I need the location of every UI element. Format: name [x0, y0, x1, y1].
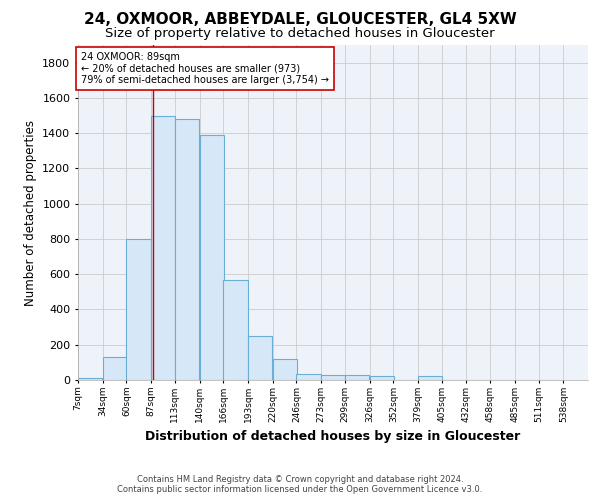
- X-axis label: Distribution of detached houses by size in Gloucester: Distribution of detached houses by size …: [145, 430, 521, 444]
- Bar: [103, 357, 127, 380]
- Text: 24 OXMOOR: 89sqm
← 20% of detached houses are smaller (973)
79% of semi-detached: 24 OXMOOR: 89sqm ← 20% of detached house…: [81, 52, 329, 86]
- Text: 24, OXMOOR, ABBEYDALE, GLOUCESTER, GL4 5XW: 24, OXMOOR, ABBEYDALE, GLOUCESTER, GL4 5…: [83, 12, 517, 28]
- Bar: [345, 374, 369, 380]
- Text: Size of property relative to detached houses in Gloucester: Size of property relative to detached ho…: [105, 28, 495, 40]
- Text: Contains HM Land Registry data © Crown copyright and database right 2024.
Contai: Contains HM Land Registry data © Crown c…: [118, 474, 482, 494]
- Bar: [127, 239, 151, 380]
- Bar: [272, 359, 297, 380]
- Bar: [370, 376, 394, 380]
- Bar: [418, 376, 442, 380]
- Bar: [248, 336, 272, 380]
- Bar: [321, 374, 346, 380]
- Bar: [78, 378, 102, 380]
- Y-axis label: Number of detached properties: Number of detached properties: [23, 120, 37, 306]
- Bar: [223, 280, 248, 380]
- Bar: [151, 116, 175, 380]
- Bar: [175, 119, 199, 380]
- Bar: [296, 374, 320, 380]
- Bar: [200, 135, 224, 380]
